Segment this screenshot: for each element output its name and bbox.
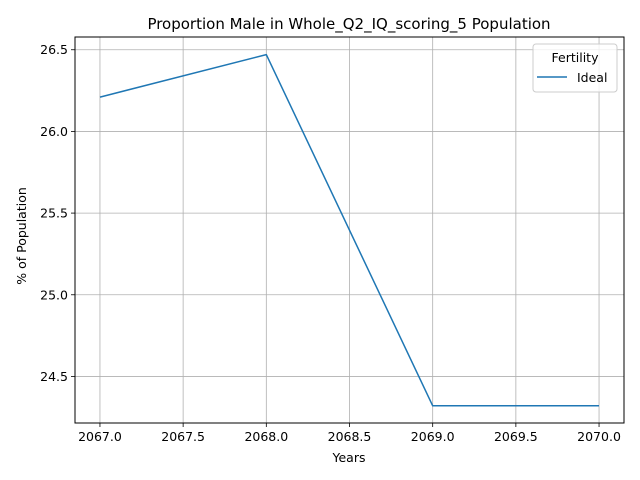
y-tick-label: 24.5 [40,369,68,384]
x-tick-label: 2069.0 [411,429,455,444]
x-tick-label: 2068.5 [328,429,372,444]
legend-title: Fertility [552,50,600,65]
y-tick-label: 26.0 [40,124,68,139]
x-axis-ticks: 2067.0 2067.5 2068.0 2068.5 2069.0 2069.5 2070… [78,423,621,444]
x-tick-label: 2068.0 [244,429,288,444]
legend: Fertility Ideal [532,43,618,93]
grid [75,37,624,423]
y-tick-label: 25.0 [40,287,68,302]
x-tick-label: 2067.0 [78,429,122,444]
chart-title: Proportion Male in Whole_Q2_IQ_scoring_5… [147,15,550,34]
x-tick-label: 2070.0 [577,429,621,444]
x-tick-label: 2067.5 [161,429,205,444]
series-group [99,53,599,407]
y-axis-ticks: 24.5 25.0 25.5 26.0 26.5 [40,42,75,384]
legend-label-ideal: Ideal [577,70,607,85]
series-line-ideal [99,53,599,407]
x-axis-label: Years [332,450,366,465]
legend-box [532,43,618,93]
x-tick-label: 2069.5 [494,429,538,444]
y-axis-label: % of Population [14,187,29,285]
y-tick-label: 26.5 [40,42,68,57]
y-tick-label: 25.5 [40,206,68,221]
